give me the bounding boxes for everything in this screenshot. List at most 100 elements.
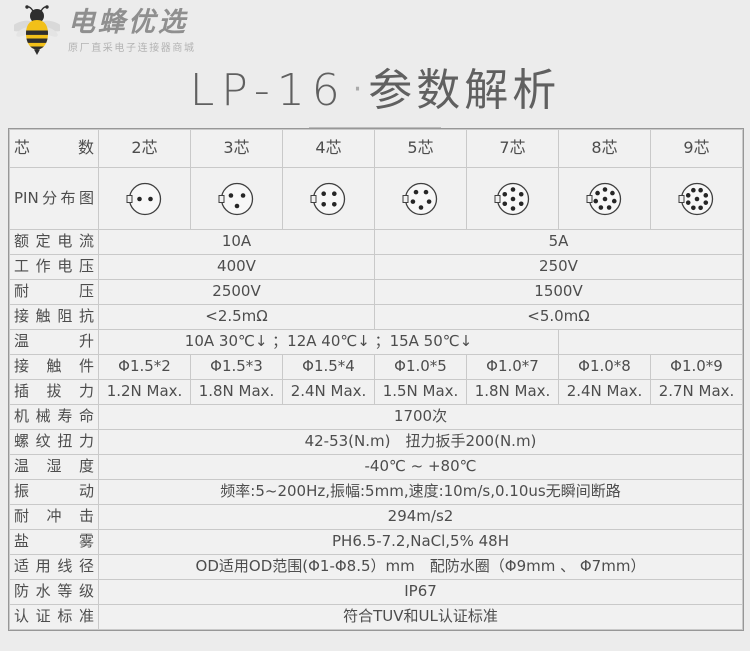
- spec-value-cell: Φ1.5*2: [98, 354, 191, 380]
- spec-value-cell: Φ1.0*7: [466, 354, 559, 380]
- spec-value-cell: Φ1.5*3: [190, 354, 283, 380]
- spec-value-cell: 1.2N Max.: [98, 379, 191, 405]
- title-model: LP-16: [189, 65, 347, 116]
- spec-value-cell: IP67: [98, 579, 743, 605]
- pin-diagram-cell: [190, 167, 283, 230]
- column-header: 8芯: [558, 129, 651, 168]
- spec-value-cell: 10A: [98, 229, 375, 255]
- pin-diagram-cell: [282, 167, 375, 230]
- pin-7-diagram-icon: [494, 182, 529, 215]
- table-row: 插拔力 1.2N Max. 1.8N Max. 2.4N Max. 1.5N Max. 1…: [9, 379, 743, 405]
- spec-label-cell: 温湿度: [9, 454, 99, 480]
- table-row-header: 芯数 2芯 3芯 4芯 5芯 7芯 8芯 9芯: [9, 129, 743, 168]
- table-row: 盐雾 PH6.5-7.2,NaCl,5% 48H: [9, 529, 743, 555]
- spec-label-cell: 接触件: [9, 354, 99, 380]
- table-row: 温湿度 -40℃ ~ +80℃: [9, 454, 743, 480]
- pin-diagram-cell: [650, 167, 743, 230]
- column-header: 2芯: [98, 129, 191, 168]
- table-row: 接触阻抗 <2.5mΩ <5.0mΩ: [9, 304, 743, 330]
- spec-table-body: 芯数 2芯 3芯 4芯 5芯 7芯 8芯 9芯 PIN分布图 额定电流 10A 5A 工作电压 400V 2…: [9, 129, 743, 630]
- spec-label-cell: 耐压: [9, 279, 99, 305]
- pin-9-diagram-icon: [678, 182, 713, 215]
- spec-value-cell: 1.8N Max.: [466, 379, 559, 405]
- spec-label-cell: 插拔力: [9, 379, 99, 405]
- pin-4-diagram-icon: [310, 182, 345, 215]
- spec-value-cell: <2.5mΩ: [98, 304, 375, 330]
- table-row: 耐冲击 294m/s2: [9, 504, 743, 530]
- spec-value-cell: 42-53(N.m) 扭力扳手200(N.m): [98, 429, 743, 455]
- table-row: 耐压 2500V 1500V: [9, 279, 743, 305]
- spec-value-cell: 1700次: [98, 404, 743, 430]
- spec-value-cell: 1.8N Max.: [190, 379, 283, 405]
- spec-value-cell: 2.4N Max.: [282, 379, 375, 405]
- spec-label-cell: 认证标准: [9, 604, 99, 630]
- spec-value-cell: Φ1.0*8: [558, 354, 651, 380]
- spec-value-cell: Φ1.0*9: [650, 354, 743, 380]
- brand-tagline: 原厂直采电子连接器商城: [68, 43, 196, 55]
- spec-value-cell: [558, 329, 743, 355]
- logo: 电蜂优选 原厂直采电子连接器商城: [14, 5, 196, 57]
- table-row: 振动 频率:5~200Hz,振幅:5mm,速度:10m/s,0.10us无瞬间断路: [9, 479, 743, 505]
- table-row: 认证标准 符合TUV和UL认证标准: [9, 604, 743, 630]
- table-row: 螺纹扭力 42-53(N.m) 扭力扳手200(N.m): [9, 429, 743, 455]
- spec-label-cell: 螺纹扭力: [9, 429, 99, 455]
- pin-diagram-cell: [374, 167, 467, 230]
- column-header: 4芯: [282, 129, 375, 168]
- pin-5-diagram-icon: [402, 182, 437, 215]
- spec-label-cell: 芯数: [9, 129, 99, 168]
- table-row: 防水等级 IP67: [9, 579, 743, 605]
- table-row-pins: PIN分布图: [9, 167, 743, 230]
- spec-label-cell: 耐冲击: [9, 504, 99, 530]
- title-underline: [309, 127, 441, 128]
- title-separator-dot: ·: [352, 72, 363, 107]
- spec-label-cell: 适用线径: [9, 554, 99, 580]
- pin-2-diagram-icon: [126, 182, 161, 215]
- table-row: 机械寿命 1700次: [9, 404, 743, 430]
- table-row: 适用线径 OD适用OD范围(Φ1-Φ8.5）mm 配防水圈（Φ9mm 、 Φ7mm…: [9, 554, 743, 580]
- pin-diagram-cell: [466, 167, 559, 230]
- title-text: 参数解析: [368, 65, 561, 116]
- table-row: 工作电压 400V 250V: [9, 254, 743, 280]
- spec-value-cell: Φ1.5*4: [282, 354, 375, 380]
- column-header: 7芯: [466, 129, 559, 168]
- logo-text: 电蜂优选 原厂直采电子连接器商城: [68, 6, 196, 55]
- spec-value-cell: -40℃ ~ +80℃: [98, 454, 743, 480]
- spec-label-cell: 机械寿命: [9, 404, 99, 430]
- spec-value-cell: 2500V: [98, 279, 375, 305]
- spec-value-cell: 1.5N Max.: [374, 379, 467, 405]
- table-row: 额定电流 10A 5A: [9, 229, 743, 255]
- spec-table: 芯数 2芯 3芯 4芯 5芯 7芯 8芯 9芯 PIN分布图 额定电流 10A 5A 工作电压 400V 2…: [9, 129, 743, 630]
- spec-value-cell: 400V: [98, 254, 375, 280]
- column-header: 9芯: [650, 129, 743, 168]
- table-row: 接触件 Φ1.5*2 Φ1.5*3 Φ1.5*4 Φ1.0*5 Φ1.0*7 Φ1.0*8 Φ…: [9, 354, 743, 380]
- spec-label-cell: 振动: [9, 479, 99, 505]
- spec-value-cell: 2.7N Max.: [650, 379, 743, 405]
- spec-label-cell: PIN分布图: [9, 167, 99, 230]
- pin-diagram-cell: [98, 167, 191, 230]
- spec-value-cell: 5A: [374, 229, 743, 255]
- brand-name: 电蜂优选: [68, 6, 188, 38]
- spec-value-cell: 10A 30℃↓ ；12A 40℃↓ ；15A 50℃↓: [98, 329, 559, 355]
- spec-label-cell: 工作电压: [9, 254, 99, 280]
- spec-value-cell: <5.0mΩ: [374, 304, 743, 330]
- page-title: LP-16 · 参数解析: [0, 54, 750, 128]
- spec-value-cell: 250V: [374, 254, 743, 280]
- spec-label-cell: 温升: [9, 329, 99, 355]
- column-header: 3芯: [190, 129, 283, 168]
- spec-value-cell: 2.4N Max.: [558, 379, 651, 405]
- spec-value-cell: PH6.5-7.2,NaCl,5% 48H: [98, 529, 743, 555]
- spec-value-cell: Φ1.0*5: [374, 354, 467, 380]
- spec-value-cell: OD适用OD范围(Φ1-Φ8.5）mm 配防水圈（Φ9mm 、 Φ7mm）: [98, 554, 743, 580]
- spec-table-frame: 芯数 2芯 3芯 4芯 5芯 7芯 8芯 9芯 PIN分布图 额定电流 10A 5A 工作电压 400V 2…: [8, 128, 744, 631]
- pin-8-diagram-icon: [586, 182, 621, 215]
- spec-label-cell: 防水等级: [9, 579, 99, 605]
- spec-label-cell: 额定电流: [9, 229, 99, 255]
- spec-value-cell: 频率:5~200Hz,振幅:5mm,速度:10m/s,0.10us无瞬间断路: [98, 479, 743, 505]
- pin-3-diagram-icon: [218, 182, 253, 215]
- spec-label-cell: 接触阻抗: [9, 304, 99, 330]
- pin-diagram-cell: [558, 167, 651, 230]
- spec-value-cell: 1500V: [374, 279, 743, 305]
- spec-label-cell: 盐雾: [9, 529, 99, 555]
- table-row: 温升 10A 30℃↓ ；12A 40℃↓ ；15A 50℃↓: [9, 329, 743, 355]
